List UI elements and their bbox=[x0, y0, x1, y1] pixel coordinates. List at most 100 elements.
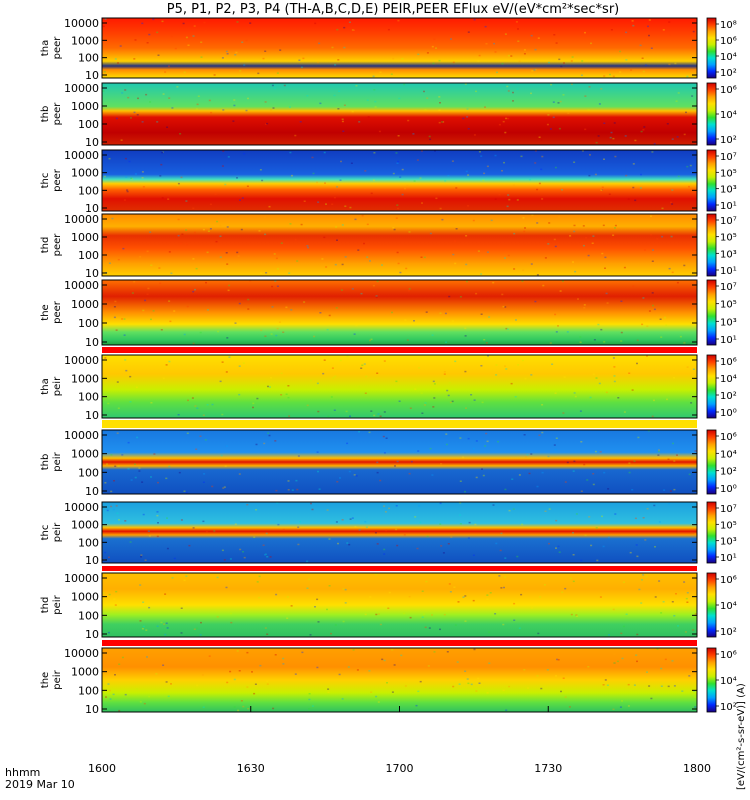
y-tick-label: 10000 bbox=[64, 213, 99, 226]
y-tick-label: 100 bbox=[78, 317, 99, 330]
panel-label: thapeer bbox=[40, 36, 63, 60]
colorbar-tick-label: 10² bbox=[720, 467, 737, 478]
panel-the-peer: 10000 1000 100 10 thepeer 10⁷ 10⁵ 10³ 10¹ bbox=[40, 279, 737, 349]
colorbar-tick-label: 10² bbox=[720, 702, 737, 713]
spectrogram-image bbox=[102, 83, 697, 145]
y-tick-label: 10 bbox=[85, 267, 99, 280]
colorbar-tick-label: 10⁴ bbox=[720, 374, 737, 385]
colorbar-thc-peir: 10⁷ 10⁵ 10³ 10¹ bbox=[706, 501, 737, 564]
spectrogram-image bbox=[102, 502, 697, 563]
x-tick-label: 1730 bbox=[534, 762, 562, 775]
colorbar-thd-peer: 10⁷ 10⁵ 10³ 10¹ bbox=[706, 213, 737, 277]
chart-title: P5, P1, P2, P3, P4 (TH-A,B,C,D,E) PEIR,P… bbox=[167, 2, 620, 17]
colorbar-tha-peer: 10⁸ 10⁶ 10⁴ 10² bbox=[706, 17, 737, 79]
y-tick-label: 1000 bbox=[71, 448, 99, 461]
spectrogram-image bbox=[102, 150, 697, 211]
y-tick-label: 100 bbox=[78, 118, 99, 131]
y-tick-label: 10 bbox=[85, 554, 99, 567]
y-tick-label: 10 bbox=[85, 69, 99, 82]
panel-thb-peir: 10000 1000 100 10 thbpeir 10⁶ 10⁴ 10² 10⁰ bbox=[40, 429, 737, 498]
y-tick-label: 100 bbox=[78, 391, 99, 404]
y-tick-label: 10 bbox=[85, 485, 99, 498]
spectrogram-texture bbox=[105, 214, 686, 276]
colorbar-tick-label: 10⁶ bbox=[720, 36, 737, 47]
colorbar-tick-label: 10⁴ bbox=[720, 601, 737, 612]
y-tick-label: 1000 bbox=[71, 298, 99, 311]
y-tick-label: 10 bbox=[85, 628, 99, 641]
colorbar-tick-label: 10³ bbox=[720, 317, 737, 328]
y-tick-label: 10000 bbox=[64, 501, 99, 514]
colorbar-tick-label: 10⁶ bbox=[720, 357, 737, 368]
colorbar-tick-label: 10⁵ bbox=[720, 520, 737, 531]
y-tick-label: 10000 bbox=[64, 354, 99, 367]
y-tick-label: 100 bbox=[78, 466, 99, 479]
colorbar-tick-label: 10⁶ bbox=[720, 432, 737, 443]
panel-frame bbox=[101, 279, 698, 346]
y-tick-label: 100 bbox=[78, 609, 99, 622]
y-tick-label: 10 bbox=[85, 136, 99, 149]
panel-the-peir: 10000 1000 100 10 thepeir 10⁶ 10⁴ 10² bbox=[40, 647, 737, 716]
data-gap-strip bbox=[102, 566, 697, 571]
colorbar-tick-label: 10⁸ bbox=[720, 20, 737, 31]
colorbar-tick-label: 10¹ bbox=[720, 553, 737, 564]
data-gap-strip bbox=[102, 420, 697, 428]
panel-label: thapeir bbox=[40, 376, 63, 396]
panel-label: thbpeer bbox=[40, 102, 63, 126]
spectrogram-texture bbox=[104, 355, 695, 418]
panel-label: thcpeer bbox=[40, 168, 63, 192]
date-label: 2019 Mar 10 bbox=[5, 778, 75, 791]
panel-thc-peer: 10000 1000 100 10 thcpeer 10⁷ 10⁵ 10³ 10¹ bbox=[40, 149, 737, 215]
y-tick-label: 10000 bbox=[64, 572, 99, 585]
colorbar-tick-label: 10⁴ bbox=[720, 676, 737, 687]
colorbar-tick-label: 10⁷ bbox=[720, 152, 737, 163]
y-tick-label: 10000 bbox=[64, 279, 99, 292]
colorbar-tick-label: 10² bbox=[720, 391, 737, 402]
y-tick-label: 10000 bbox=[64, 17, 99, 30]
y-tick-label: 10 bbox=[85, 336, 99, 349]
colorbar-tick-label: 10¹ bbox=[720, 335, 737, 346]
x-tick-label: 1700 bbox=[386, 762, 414, 775]
spectrogram-texture bbox=[113, 280, 686, 345]
time-axis-label: hhmm bbox=[5, 766, 40, 779]
y-tick-label: 100 bbox=[78, 684, 99, 697]
colorbar-tick-label: 10⁵ bbox=[720, 300, 737, 311]
colorbar-tick-label: 10² bbox=[720, 627, 737, 638]
colorbar-tick-label: 10⁴ bbox=[720, 449, 737, 460]
colorbar-tick-label: 10³ bbox=[720, 185, 737, 196]
panel-label: thcpeir bbox=[40, 522, 63, 542]
y-tick-label: 10000 bbox=[64, 82, 99, 95]
colorbar-tick-label: 10¹ bbox=[720, 266, 737, 277]
colorbar-tick-label: 10⁰ bbox=[720, 408, 737, 419]
y-tick-label: 10000 bbox=[64, 149, 99, 162]
colorbar-the-peir: 10⁶ 10⁴ 10² bbox=[706, 647, 737, 713]
colorbar-tick-label: 10⁷ bbox=[720, 282, 737, 293]
y-tick-label: 10000 bbox=[64, 429, 99, 442]
panel-stack: 10000100010010thapeer10⁸10⁶10⁴10²1000010… bbox=[40, 17, 737, 716]
data-gap-strip bbox=[102, 640, 697, 646]
colorbar-tick-label: 10² bbox=[720, 68, 737, 79]
colorbar-tick-label: 10⁴ bbox=[720, 52, 737, 63]
colorbar-tick-label: 10⁶ bbox=[720, 575, 737, 586]
y-tick-label: 1000 bbox=[71, 100, 99, 113]
colorbar-tick-label: 10⁵ bbox=[720, 233, 737, 244]
panel-thd-peir: 10000 1000 100 10 thdpeir 10⁶ 10⁴ 10² bbox=[40, 572, 737, 641]
x-tick-label: 1800 bbox=[683, 762, 711, 775]
colorbar-tick-label: 10⁵ bbox=[720, 168, 737, 179]
panel-thc-peir: 10000 1000 100 10 thcpeir 10⁷ 10⁵ 10³ 10¹ bbox=[40, 501, 737, 567]
panel-frame bbox=[101, 572, 698, 638]
spectrogram-image bbox=[102, 355, 697, 418]
y-tick-label: 1000 bbox=[71, 591, 99, 604]
spectrogram-image bbox=[102, 573, 697, 637]
panel-thb-peer: 10000 1000 100 10 thbpeer 10⁶ 10⁴ 10² bbox=[40, 82, 737, 149]
colorbar-tick-label: 10³ bbox=[720, 249, 737, 260]
y-tick-label: 1000 bbox=[71, 519, 99, 532]
panel-label: thbpeir bbox=[40, 451, 63, 471]
x-tick-label: 1630 bbox=[237, 762, 265, 775]
spectrogram-texture bbox=[103, 502, 697, 563]
panel-label: thepeir bbox=[40, 669, 63, 689]
y-tick-label: 10 bbox=[85, 409, 99, 422]
y-tick-label: 1000 bbox=[71, 372, 99, 385]
panel-frame bbox=[101, 82, 698, 146]
colorbar-thb-peer: 10⁶ 10⁴ 10² bbox=[706, 82, 737, 146]
